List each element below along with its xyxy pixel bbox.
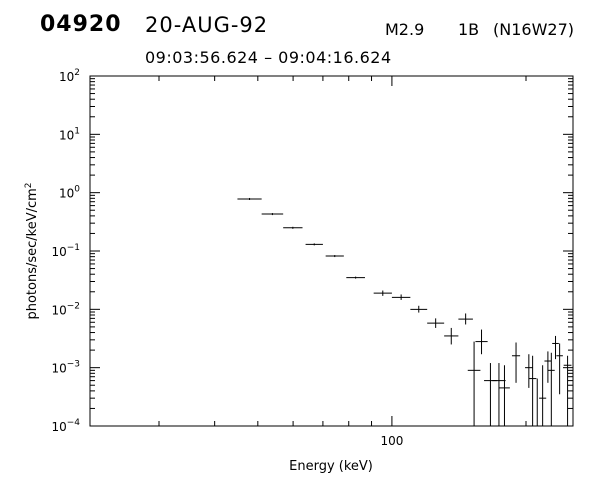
data-point — [484, 363, 497, 426]
y-tick-label: 102 — [59, 68, 80, 84]
data-point — [544, 351, 552, 383]
data-point — [458, 313, 473, 325]
y-tick-label: 10−1 — [51, 243, 80, 259]
data-point — [499, 365, 510, 426]
y-axis-label: photons/sec/keV/cm2 — [24, 182, 40, 319]
data-point — [261, 213, 284, 216]
data-point — [373, 290, 392, 296]
y-tick-label: 101 — [59, 126, 80, 142]
y-minor-ticks — [90, 78, 573, 409]
x-tick-label: 100 — [380, 434, 403, 448]
data-point — [511, 342, 521, 383]
data-point — [552, 335, 559, 360]
data-point — [547, 352, 555, 426]
data-point — [467, 341, 481, 426]
time-range: 09:03:56.624 – 09:04:16.624 — [145, 48, 392, 67]
data-point — [563, 355, 572, 426]
data-point — [283, 226, 303, 229]
data-point — [346, 276, 365, 279]
y-tick-label: 10−4 — [51, 418, 80, 434]
flare-class: M2.9 — [385, 20, 425, 39]
y-tick-label: 100 — [59, 185, 80, 201]
x-axis-label: Energy (keV) — [289, 459, 373, 474]
flare-importance: 1B — [458, 20, 480, 39]
flare-location: (N16W27) — [493, 20, 574, 39]
data-point — [556, 343, 563, 395]
y-tick-labels: 102 101 100 10−1 10−2 10−3 10−4 — [51, 68, 80, 434]
y-tick-label: 10−2 — [51, 301, 80, 317]
y-tick-label: 10−3 — [51, 360, 80, 376]
data-point — [528, 355, 537, 426]
data-point — [410, 305, 428, 313]
data-point — [325, 255, 344, 258]
data-point — [305, 243, 323, 246]
data-point — [391, 294, 411, 300]
data-point — [237, 197, 262, 200]
data-point — [444, 327, 459, 345]
plot-frame — [89, 75, 574, 427]
y-major-ticks — [90, 75, 573, 427]
data-point — [492, 363, 506, 426]
data-point — [427, 318, 445, 328]
data-point — [539, 365, 547, 426]
event-id: 04920 — [40, 12, 122, 37]
data-points — [237, 197, 572, 427]
event-date: 20-AUG-92 — [145, 13, 269, 37]
x-minor-ticks — [158, 76, 527, 426]
data-point — [525, 354, 533, 388]
data-point — [533, 378, 541, 427]
data-point — [475, 329, 488, 355]
x-tick-labels: 100 — [380, 434, 403, 448]
